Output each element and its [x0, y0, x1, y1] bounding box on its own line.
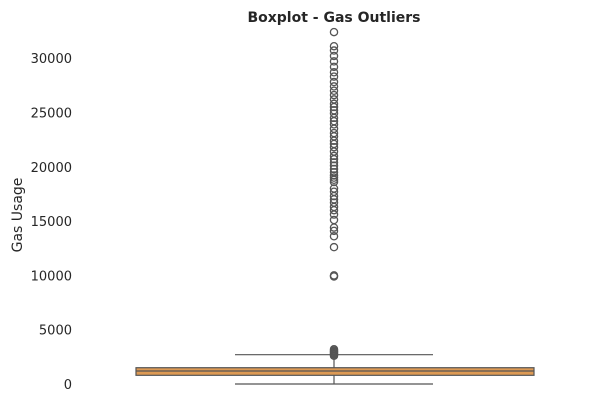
- y-tick-label: 0: [64, 378, 72, 393]
- outlier-point: [329, 226, 339, 236]
- outlier-point: [329, 128, 339, 138]
- outlier-point: [329, 242, 339, 252]
- outlier-point: [329, 120, 339, 129]
- outlier-point: [329, 158, 339, 167]
- outlier-point: [329, 51, 339, 61]
- outlier-point: [329, 86, 339, 95]
- y-tick-label: 5000: [39, 324, 72, 339]
- outlier-point: [329, 151, 339, 161]
- y-ticks: 0 5000 10000 15000 20000 25000 30000: [31, 52, 72, 393]
- outlier-point: [329, 167, 339, 177]
- outlier-point: [329, 171, 339, 180]
- outlier-point: [329, 187, 339, 197]
- outlier-point: [329, 72, 339, 81]
- outlier-point: [329, 57, 339, 66]
- outlier-point: [329, 68, 339, 77]
- y-axis-label: Gas Usage: [10, 178, 26, 253]
- outlier-point: [329, 161, 339, 170]
- outlier-point: [329, 142, 339, 152]
- outlier-point: [329, 77, 339, 87]
- outlier-point: [329, 344, 339, 354]
- outlier-point: [329, 41, 339, 51]
- box-group: [135, 354, 535, 385]
- outlier-point: [329, 232, 339, 241]
- outlier-point: [329, 215, 339, 225]
- y-tick-label: 25000: [31, 106, 72, 121]
- outlier-point: [329, 82, 339, 91]
- outlier-point: [329, 62, 339, 72]
- outlier-point: [329, 271, 339, 280]
- y-tick-label: 30000: [31, 52, 72, 67]
- y-tick-label: 10000: [31, 269, 72, 284]
- outlier-point: [329, 90, 339, 100]
- outlier-point: [329, 106, 339, 115]
- outlier-point: [329, 164, 339, 174]
- outlier-point: [329, 95, 339, 104]
- y-tick-label: 15000: [31, 215, 72, 230]
- outlier-point: [329, 27, 339, 37]
- chart-title: Boxplot - Gas Outliers: [247, 10, 420, 26]
- y-tick-label: 20000: [31, 161, 72, 176]
- outlier-point: [329, 46, 339, 55]
- outlier-point: [329, 198, 339, 207]
- outlier-point: [329, 99, 339, 109]
- outlier-points: [329, 27, 339, 361]
- outlier-point: [329, 109, 339, 118]
- outlier-point: [329, 184, 339, 193]
